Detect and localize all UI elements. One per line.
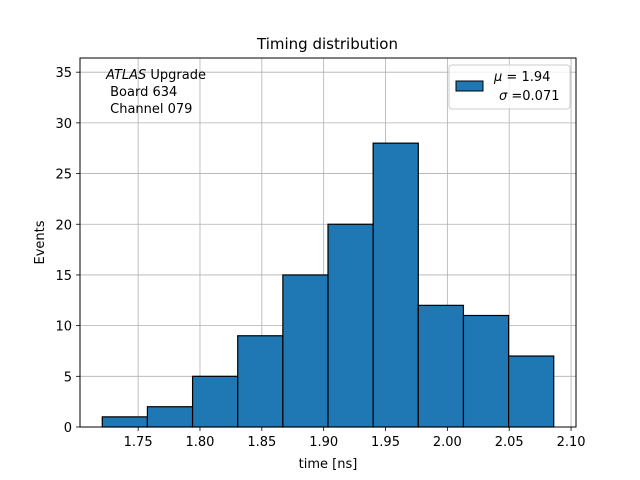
atlas-annotation: ATLAS Upgrade Board 634 Channel 079 <box>105 68 206 117</box>
legend-swatch <box>455 80 484 92</box>
y-tick-label: 15 <box>55 269 72 284</box>
histogram-bars <box>101 142 555 428</box>
legend-mu-line: μ = 1.94 <box>493 70 550 85</box>
legend-mu-symbol: μ <box>493 70 502 85</box>
histogram-bar-3 <box>237 335 284 428</box>
annotation-experiment: ATLAS <box>105 68 146 83</box>
x-axis-label: time [ns] <box>299 457 358 472</box>
histogram-bar-9 <box>507 355 555 428</box>
legend-box <box>448 64 571 110</box>
annotation-channel: Channel 079 <box>106 102 192 117</box>
x-tick-label: 1.80 <box>186 435 215 450</box>
y-tick-label: 5 <box>64 370 72 385</box>
chart-title: Timing distribution <box>256 35 398 53</box>
histogram-bar-0 <box>101 416 149 428</box>
y-tick-label: 30 <box>55 117 72 132</box>
x-tick-label: 1.95 <box>371 435 400 450</box>
y-tick-label: 0 <box>64 421 72 436</box>
plot-frame <box>79 57 577 428</box>
histogram-bar-7 <box>417 304 465 428</box>
x-tick-label: 2.00 <box>433 435 462 450</box>
histogram-bar-2 <box>191 375 239 428</box>
annotation-experiment-line: ATLAS Upgrade <box>105 68 206 83</box>
x-tick-label: 1.85 <box>247 435 276 450</box>
legend: μ = 1.94 σ =0.071 <box>448 64 571 110</box>
histogram-bar-1 <box>146 406 194 428</box>
legend-sigma-symbol: σ <box>499 89 508 104</box>
annotation-experiment-suffix: Upgrade <box>146 68 206 83</box>
y-tick-label: 25 <box>55 168 72 183</box>
y-tick-label: 10 <box>55 320 72 335</box>
y-axis-label: Events <box>33 220 48 264</box>
legend-mu-value: = 1.94 <box>502 70 550 85</box>
y-tick-label: 20 <box>55 218 72 233</box>
histogram-bar-5 <box>327 223 374 428</box>
histogram-bar-4 <box>282 274 329 428</box>
y-tick-label: 35 <box>55 66 72 81</box>
annotation-board: Board 634 <box>106 85 177 100</box>
x-tick-label: 1.75 <box>124 435 153 450</box>
x-tick-label: 1.90 <box>309 435 338 450</box>
histogram-bar-6 <box>372 142 419 428</box>
x-tick-label: 2.05 <box>495 435 524 450</box>
x-tick-label: 2.10 <box>557 435 586 450</box>
histogram-bar-8 <box>462 314 510 428</box>
legend-sigma-line: σ =0.071 <box>499 89 560 104</box>
axis-ticks: 1.75 1.80 1.85 1.90 1.95 2.00 2.05 2.10 0 5 10 15 20… <box>55 66 585 450</box>
legend-sigma-value: =0.071 <box>507 89 559 104</box>
